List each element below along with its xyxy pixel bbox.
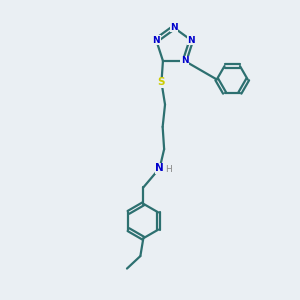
Text: S: S bbox=[158, 77, 165, 87]
Text: N: N bbox=[170, 23, 178, 32]
Text: N: N bbox=[152, 36, 160, 45]
Text: N: N bbox=[155, 163, 164, 173]
Text: N: N bbox=[181, 56, 188, 65]
Text: N: N bbox=[188, 36, 195, 45]
Text: H: H bbox=[165, 165, 172, 174]
